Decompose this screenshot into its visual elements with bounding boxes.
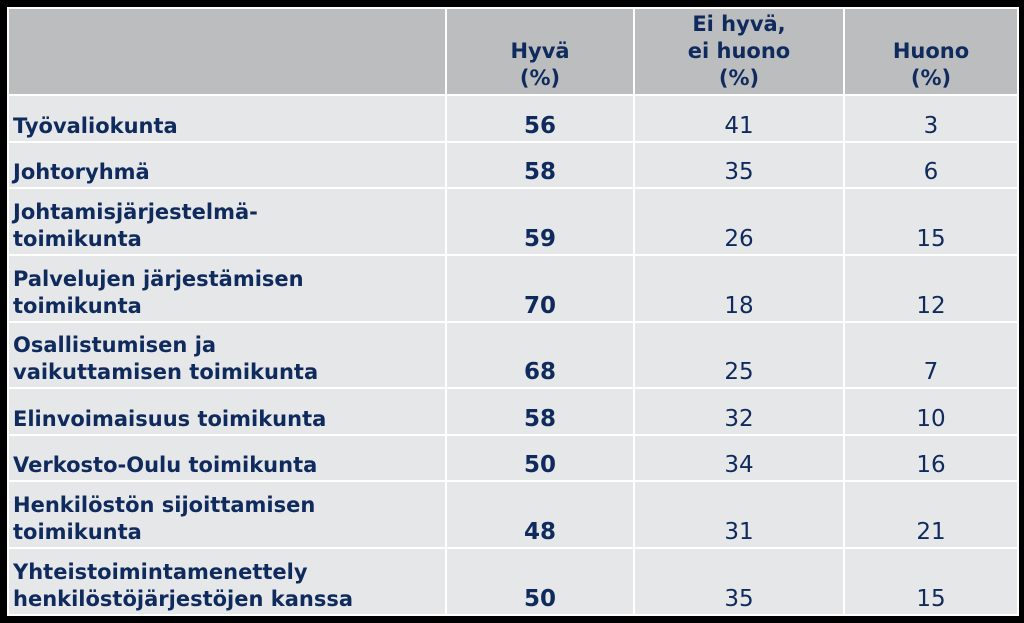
bad-value: 3 xyxy=(843,94,1019,143)
header-bad-label: Huono xyxy=(892,39,970,63)
results-table: Hyvä (%) Ei hyvä, ei huono (%) Huono (%)… xyxy=(7,7,1019,616)
bad-value: 7 xyxy=(843,320,1019,390)
neutral-value: 32 xyxy=(633,387,845,436)
good-value: 48 xyxy=(445,480,635,550)
table-row: Osallistumisen ja vaikuttamisen toimikunt… xyxy=(7,320,1019,390)
bad-value: 16 xyxy=(843,433,1019,483)
neutral-value: 35 xyxy=(633,547,845,616)
bad-value: 10 xyxy=(843,387,1019,436)
neutral-value: 34 xyxy=(633,433,845,483)
table-row: Verkosto-Oulu toimikunta 50 34 16 xyxy=(7,433,1019,483)
bad-value: 21 xyxy=(843,480,1019,550)
header-good-label: Hyvä xyxy=(510,39,570,63)
neutral-value: 25 xyxy=(633,320,845,390)
row-label: Palvelujen järjestämisen toimikunta xyxy=(7,253,447,323)
neutral-value: 26 xyxy=(633,187,845,256)
row-label: Verkosto-Oulu toimikunta xyxy=(7,433,447,483)
row-label: Osallistumisen ja vaikuttamisen toimikunt… xyxy=(7,320,447,390)
header-bad-unit: (%) xyxy=(910,66,952,90)
neutral-value: 35 xyxy=(633,140,845,190)
table-row: Johtamisjärjestelmä-toimikunta 59 26 15 xyxy=(7,187,1019,256)
table-row: Henkilöstön sijoittamisen toimikunta 48 3… xyxy=(7,480,1019,550)
neutral-value: 18 xyxy=(633,253,845,323)
header-row: Hyvä (%) Ei hyvä, ei huono (%) Huono (%) xyxy=(7,7,1019,96)
header-neutral-label-1: Ei hyvä, xyxy=(692,12,786,36)
table-row: Elinvoimaisuus toimikunta 58 32 10 xyxy=(7,387,1019,436)
row-label: Johtoryhmä xyxy=(7,140,447,190)
good-value: 56 xyxy=(445,94,635,143)
good-value: 50 xyxy=(445,433,635,483)
bad-value: 6 xyxy=(843,140,1019,190)
row-label: Henkilöstön sijoittamisen toimikunta xyxy=(7,480,447,550)
bad-value: 15 xyxy=(843,547,1019,616)
header-neutral-unit: (%) xyxy=(718,66,760,90)
bad-value: 12 xyxy=(843,253,1019,323)
good-value: 70 xyxy=(445,253,635,323)
table-row: Yhteistoimintamenettely henkilöstöjärjest… xyxy=(7,547,1019,616)
good-value: 68 xyxy=(445,320,635,390)
row-label: Työvaliokunta xyxy=(7,94,447,143)
neutral-value: 31 xyxy=(633,480,845,550)
good-value: 58 xyxy=(445,387,635,436)
row-label: Johtamisjärjestelmä-toimikunta xyxy=(7,187,447,256)
good-value: 59 xyxy=(445,187,635,256)
good-value: 58 xyxy=(445,140,635,190)
header-neutral: Ei hyvä, ei huono (%) xyxy=(633,7,845,96)
good-value: 50 xyxy=(445,547,635,616)
row-label: Yhteistoimintamenettely henkilöstöjärjest… xyxy=(7,547,447,616)
table-row: Työvaliokunta 56 41 3 xyxy=(7,94,1019,143)
results-table-frame: Hyvä (%) Ei hyvä, ei huono (%) Huono (%)… xyxy=(7,7,1019,616)
header-good-unit: (%) xyxy=(519,66,561,90)
header-neutral-label-2: ei huono xyxy=(687,39,791,63)
row-label: Elinvoimaisuus toimikunta xyxy=(7,387,447,436)
header-bad: Huono (%) xyxy=(843,7,1019,96)
header-good: Hyvä (%) xyxy=(445,7,635,96)
table-row: Palvelujen järjestämisen toimikunta 70 18… xyxy=(7,253,1019,323)
table-row: Johtoryhmä 58 35 6 xyxy=(7,140,1019,190)
header-empty-cell xyxy=(7,7,447,96)
bad-value: 15 xyxy=(843,187,1019,256)
neutral-value: 41 xyxy=(633,94,845,143)
